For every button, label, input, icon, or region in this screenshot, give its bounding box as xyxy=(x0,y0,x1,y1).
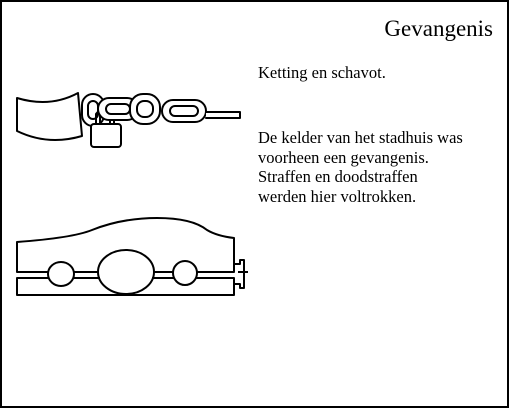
page-title: Gevangenis xyxy=(384,16,493,41)
description-line: De kelder van het stadhuis was xyxy=(258,128,463,147)
description-text: De kelder van het stadhuis was voorheen … xyxy=(258,128,498,206)
description-line: voorheen een gevangenis. xyxy=(258,147,429,167)
illustration-caption: Ketting en schavot. xyxy=(258,63,386,82)
description-line: werden hier voltrokken. xyxy=(258,186,417,206)
description-line: Straffen en doodstraffen xyxy=(258,167,418,186)
